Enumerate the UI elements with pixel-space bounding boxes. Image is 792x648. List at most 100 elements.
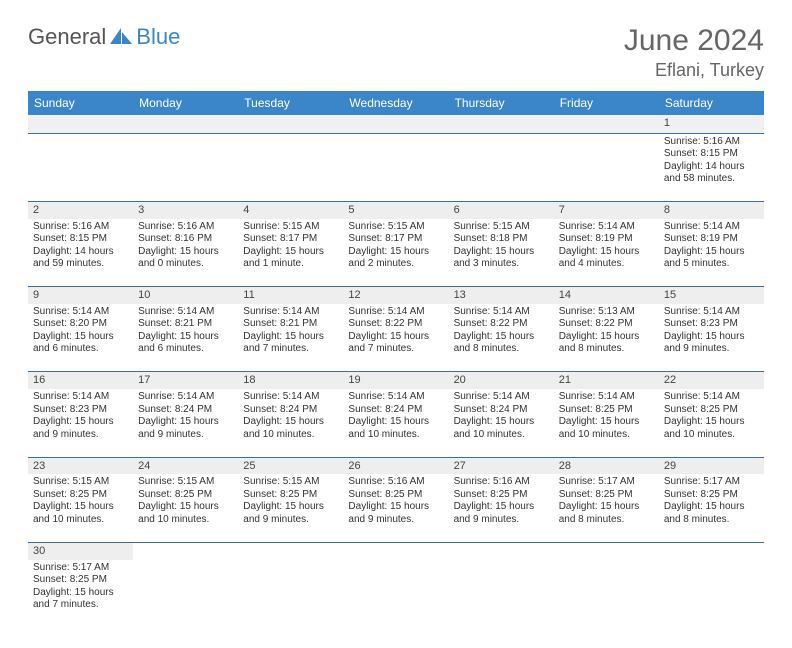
sunset-text: Sunset: 8:24 PM [138, 404, 233, 417]
day-data-cell: Sunrise: 5:17 AMSunset: 8:25 PMDaylight:… [554, 474, 659, 542]
daylight-text: Daylight: 15 hours and 6 minutes. [138, 331, 233, 356]
day-data-cell: Sunrise: 5:14 AMSunset: 8:24 PMDaylight:… [133, 389, 238, 457]
sunrise-text: Sunrise: 5:14 AM [664, 221, 759, 234]
sunset-text: Sunset: 8:15 PM [33, 233, 128, 246]
day-number-cell [554, 542, 659, 559]
weekday-header: Monday [133, 91, 238, 115]
sunrise-text: Sunrise: 5:14 AM [243, 391, 338, 404]
daynum-row: 16171819202122 [28, 372, 764, 389]
data-row: Sunrise: 5:14 AMSunset: 8:23 PMDaylight:… [28, 389, 764, 457]
daylight-text: Daylight: 15 hours and 9 minutes. [33, 416, 128, 441]
day-number-cell: 15 [659, 287, 764, 304]
sunset-text: Sunset: 8:19 PM [559, 233, 654, 246]
day-number-cell: 30 [28, 542, 133, 559]
data-row: Sunrise: 5:15 AMSunset: 8:25 PMDaylight:… [28, 474, 764, 542]
daylight-text: Daylight: 15 hours and 5 minutes. [664, 246, 759, 271]
sunrise-text: Sunrise: 5:14 AM [33, 391, 128, 404]
sunrise-text: Sunrise: 5:16 AM [454, 476, 549, 489]
day-number-cell [343, 542, 448, 559]
sunrise-text: Sunrise: 5:15 AM [243, 221, 338, 234]
sunset-text: Sunset: 8:25 PM [33, 489, 128, 502]
daynum-row: 9101112131415 [28, 287, 764, 304]
sunrise-text: Sunrise: 5:14 AM [138, 306, 233, 319]
sunset-text: Sunset: 8:17 PM [348, 233, 443, 246]
daylight-text: Daylight: 15 hours and 8 minutes. [559, 501, 654, 526]
sunrise-text: Sunrise: 5:16 AM [348, 476, 443, 489]
sunset-text: Sunset: 8:15 PM [664, 148, 759, 161]
daylight-text: Daylight: 15 hours and 10 minutes. [138, 501, 233, 526]
sunset-text: Sunset: 8:23 PM [664, 318, 759, 331]
sunrise-text: Sunrise: 5:17 AM [559, 476, 654, 489]
daylight-text: Daylight: 15 hours and 8 minutes. [559, 331, 654, 356]
sunset-text: Sunset: 8:22 PM [348, 318, 443, 331]
day-data-cell: Sunrise: 5:14 AMSunset: 8:25 PMDaylight:… [659, 389, 764, 457]
day-data-cell [343, 133, 448, 201]
day-data-cell: Sunrise: 5:14 AMSunset: 8:24 PMDaylight:… [238, 389, 343, 457]
day-data-cell: Sunrise: 5:17 AMSunset: 8:25 PMDaylight:… [28, 560, 133, 628]
day-number-cell: 2 [28, 201, 133, 218]
sunrise-text: Sunrise: 5:13 AM [559, 306, 654, 319]
daylight-text: Daylight: 15 hours and 9 minutes. [348, 501, 443, 526]
sunset-text: Sunset: 8:25 PM [243, 489, 338, 502]
daylight-text: Daylight: 14 hours and 59 minutes. [33, 246, 128, 271]
header: General Blue June 2024 Eflani, Turkey [28, 24, 764, 81]
weekday-header: Thursday [449, 91, 554, 115]
day-number-cell [28, 115, 133, 133]
sunrise-text: Sunrise: 5:15 AM [454, 221, 549, 234]
day-number-cell: 14 [554, 287, 659, 304]
day-data-cell [238, 560, 343, 628]
weekday-header: Saturday [659, 91, 764, 115]
daylight-text: Daylight: 15 hours and 9 minutes. [664, 331, 759, 356]
day-data-cell: Sunrise: 5:16 AMSunset: 8:16 PMDaylight:… [133, 219, 238, 287]
day-number-cell [238, 115, 343, 133]
day-data-cell: Sunrise: 5:14 AMSunset: 8:23 PMDaylight:… [28, 389, 133, 457]
day-data-cell: Sunrise: 5:16 AMSunset: 8:15 PMDaylight:… [28, 219, 133, 287]
sunset-text: Sunset: 8:25 PM [33, 574, 128, 587]
day-data-cell: Sunrise: 5:14 AMSunset: 8:22 PMDaylight:… [343, 304, 448, 372]
sunset-text: Sunset: 8:22 PM [559, 318, 654, 331]
logo: General Blue [28, 24, 180, 50]
sunrise-text: Sunrise: 5:14 AM [664, 391, 759, 404]
daylight-text: Daylight: 15 hours and 8 minutes. [454, 331, 549, 356]
weekday-header: Friday [554, 91, 659, 115]
sunrise-text: Sunrise: 5:14 AM [138, 391, 233, 404]
sunset-text: Sunset: 8:22 PM [454, 318, 549, 331]
title-block: June 2024 Eflani, Turkey [624, 24, 764, 81]
month-title: June 2024 [624, 24, 764, 58]
sunset-text: Sunset: 8:25 PM [664, 404, 759, 417]
day-data-cell: Sunrise: 5:15 AMSunset: 8:25 PMDaylight:… [133, 474, 238, 542]
day-data-cell [449, 560, 554, 628]
day-number-cell: 29 [659, 457, 764, 474]
day-number-cell: 19 [343, 372, 448, 389]
sunset-text: Sunset: 8:20 PM [33, 318, 128, 331]
day-data-cell: Sunrise: 5:16 AMSunset: 8:15 PMDaylight:… [659, 133, 764, 201]
day-data-cell: Sunrise: 5:14 AMSunset: 8:19 PMDaylight:… [659, 219, 764, 287]
day-number-cell: 1 [659, 115, 764, 133]
day-number-cell: 3 [133, 201, 238, 218]
day-data-cell: Sunrise: 5:14 AMSunset: 8:23 PMDaylight:… [659, 304, 764, 372]
sunrise-text: Sunrise: 5:14 AM [243, 306, 338, 319]
calendar-table: Sunday Monday Tuesday Wednesday Thursday… [28, 91, 764, 628]
sunrise-text: Sunrise: 5:14 AM [348, 391, 443, 404]
day-number-cell: 13 [449, 287, 554, 304]
sunset-text: Sunset: 8:19 PM [664, 233, 759, 246]
day-number-cell: 10 [133, 287, 238, 304]
day-data-cell: Sunrise: 5:15 AMSunset: 8:18 PMDaylight:… [449, 219, 554, 287]
sunrise-text: Sunrise: 5:15 AM [33, 476, 128, 489]
day-number-cell: 12 [343, 287, 448, 304]
sunset-text: Sunset: 8:25 PM [348, 489, 443, 502]
weekday-header-row: Sunday Monday Tuesday Wednesday Thursday… [28, 91, 764, 115]
sunset-text: Sunset: 8:25 PM [559, 404, 654, 417]
day-number-cell: 20 [449, 372, 554, 389]
day-data-cell: Sunrise: 5:14 AMSunset: 8:21 PMDaylight:… [133, 304, 238, 372]
day-number-cell: 8 [659, 201, 764, 218]
day-number-cell [133, 542, 238, 559]
location-title: Eflani, Turkey [624, 60, 764, 81]
data-row: Sunrise: 5:17 AMSunset: 8:25 PMDaylight:… [28, 560, 764, 628]
day-data-cell [449, 133, 554, 201]
daylight-text: Daylight: 15 hours and 4 minutes. [559, 246, 654, 271]
sunrise-text: Sunrise: 5:17 AM [33, 562, 128, 575]
day-data-cell [133, 133, 238, 201]
daylight-text: Daylight: 15 hours and 10 minutes. [559, 416, 654, 441]
daylight-text: Daylight: 15 hours and 3 minutes. [454, 246, 549, 271]
